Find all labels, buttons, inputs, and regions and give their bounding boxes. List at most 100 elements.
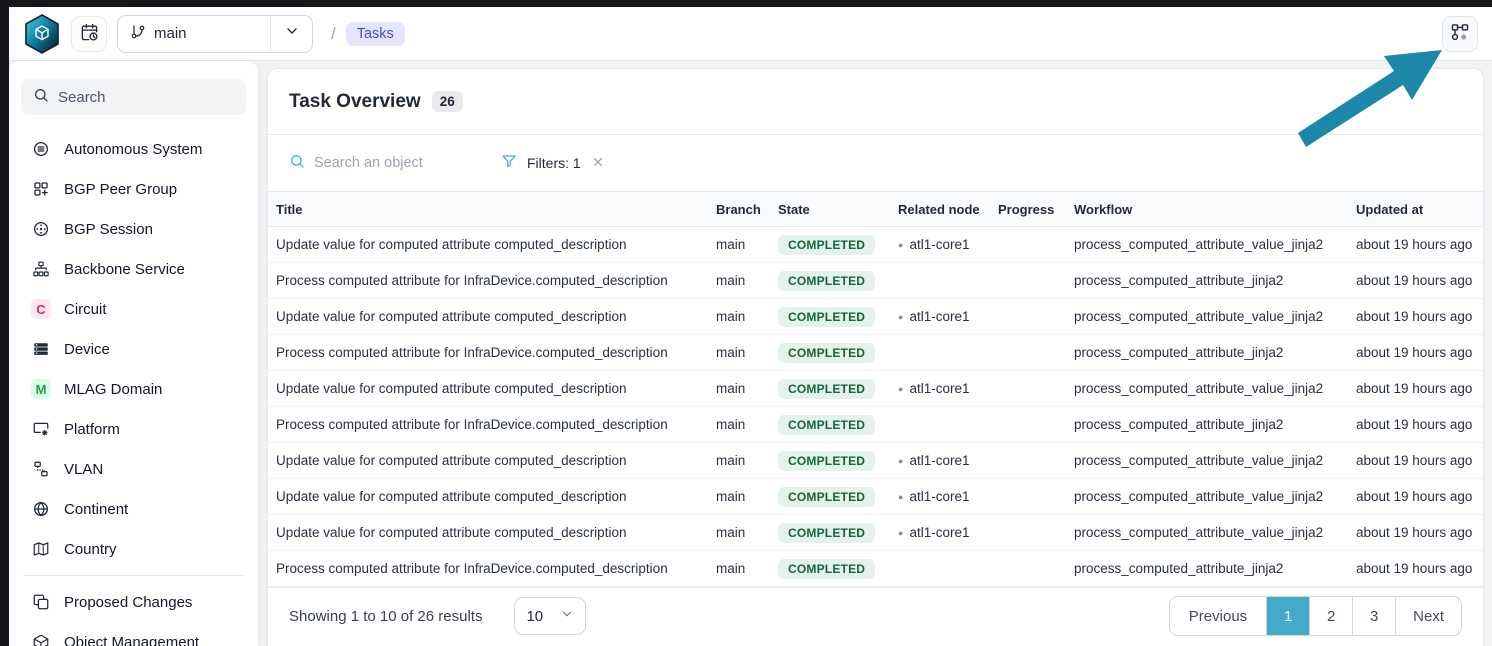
task-workflow: process_computed_attribute_jinja2: [1066, 407, 1348, 443]
branch-name: main: [154, 25, 187, 42]
filters-control[interactable]: Filters: 1: [501, 153, 605, 174]
branch-selector[interactable]: main: [117, 15, 313, 53]
topbar: main / Tasks: [9, 7, 1492, 61]
search-icon: [289, 153, 305, 174]
task-progress: [990, 227, 1066, 263]
task-title: Process computed attribute for InfraDevi…: [268, 551, 708, 587]
col-updated-at: Updated at: [1348, 192, 1483, 227]
sidebar-item-platform[interactable]: Platform: [21, 409, 246, 449]
task-workflow: process_computed_attribute_value_jinja2: [1066, 443, 1348, 479]
task-row[interactable]: Update value for computed attribute comp…: [268, 443, 1483, 479]
sidebar-item-object-management[interactable]: Object Management: [21, 622, 246, 646]
node-dot-icon: ●: [898, 312, 903, 322]
sidebar-search-input[interactable]: [58, 89, 257, 106]
schema-visualizer-icon: [1450, 22, 1470, 45]
page-size-select[interactable]: 10: [514, 597, 586, 635]
task-updated-at: about 19 hours ago: [1348, 227, 1483, 263]
sidebar: ⌘K Autonomous System BGP Peer Group BGP …: [9, 61, 258, 646]
task-title: Update value for computed attribute comp…: [268, 227, 708, 263]
task-progress: [990, 335, 1066, 371]
task-row[interactable]: Update value for computed attribute comp…: [268, 299, 1483, 335]
page-button-3[interactable]: 3: [1352, 597, 1395, 635]
schema-visualizer-button[interactable]: [1442, 16, 1478, 52]
task-updated-at: about 19 hours ago: [1348, 551, 1483, 587]
state-badge: COMPLETED: [778, 379, 875, 399]
task-table: Title Branch State Related node Progress…: [268, 191, 1483, 587]
task-workflow: process_computed_attribute_value_jinja2: [1066, 479, 1348, 515]
task-workflow: process_computed_attribute_value_jinja2: [1066, 515, 1348, 551]
search-icon: [33, 87, 49, 108]
object-search[interactable]: [289, 153, 501, 174]
sidebar-item-vlan[interactable]: VLAN: [21, 449, 246, 489]
sidebar-nav: Autonomous System BGP Peer Group BGP Ses…: [21, 129, 246, 569]
task-row[interactable]: Process computed attribute for InfraDevi…: [268, 263, 1483, 299]
page-button-1[interactable]: 1: [1266, 597, 1309, 635]
task-updated-at: about 19 hours ago: [1348, 407, 1483, 443]
pagination: Previous 1 2 3 Next: [1169, 596, 1462, 636]
task-row[interactable]: Update value for computed attribute comp…: [268, 515, 1483, 551]
task-row[interactable]: Process computed attribute for InfraDevi…: [268, 551, 1483, 587]
task-title: Update value for computed attribute comp…: [268, 443, 708, 479]
task-updated-at: about 19 hours ago: [1348, 479, 1483, 515]
task-row[interactable]: Update value for computed attribute comp…: [268, 227, 1483, 263]
col-state: State: [770, 192, 890, 227]
sidebar-item-mlag-domain[interactable]: M MLAG Domain: [21, 369, 246, 409]
autonomous-system-icon: [31, 139, 51, 159]
task-progress: [990, 479, 1066, 515]
sidebar-item-bgp-session[interactable]: BGP Session: [21, 209, 246, 249]
time-travel-button[interactable]: [71, 16, 107, 52]
object-search-input[interactable]: [314, 155, 464, 171]
sidebar-item-proposed-changes[interactable]: Proposed Changes: [21, 582, 246, 622]
task-row[interactable]: Process computed attribute for InfraDevi…: [268, 335, 1483, 371]
task-row[interactable]: Update value for computed attribute comp…: [268, 371, 1483, 407]
sidebar-item-circuit[interactable]: C Circuit: [21, 289, 246, 329]
sidebar-item-device[interactable]: Device: [21, 329, 246, 369]
task-branch: main: [708, 515, 770, 551]
task-title: Update value for computed attribute comp…: [268, 515, 708, 551]
sidebar-search[interactable]: ⌘K: [21, 79, 246, 115]
letter-c-icon: C: [31, 299, 51, 319]
sidebar-item-autonomous-system[interactable]: Autonomous System: [21, 129, 246, 169]
related-node: atl1-core1: [909, 237, 969, 252]
related-node: atl1-core1: [909, 489, 969, 504]
task-branch: main: [708, 371, 770, 407]
task-row[interactable]: Update value for computed attribute comp…: [268, 479, 1483, 515]
clear-filters-button[interactable]: [591, 155, 605, 172]
task-progress: [990, 407, 1066, 443]
state-badge: COMPLETED: [778, 415, 875, 435]
state-badge: COMPLETED: [778, 271, 875, 291]
previous-page-button[interactable]: Previous: [1170, 597, 1266, 635]
node-dot-icon: ●: [898, 240, 903, 250]
node-dot-icon: ●: [898, 384, 903, 394]
page-button-2[interactable]: 2: [1309, 597, 1352, 635]
related-node: atl1-core1: [909, 525, 969, 540]
sidebar-item-continent[interactable]: Continent: [21, 489, 246, 529]
sidebar-item-bgp-peer-group[interactable]: BGP Peer Group: [21, 169, 246, 209]
task-row[interactable]: Process computed attribute for InfraDevi…: [268, 407, 1483, 443]
sidebar-divider: [23, 575, 244, 576]
col-branch: Branch: [708, 192, 770, 227]
task-workflow: process_computed_attribute_jinja2: [1066, 335, 1348, 371]
task-progress: [990, 515, 1066, 551]
task-title: Update value for computed attribute comp…: [268, 299, 708, 335]
infrahub-logo: [23, 13, 61, 55]
next-page-button[interactable]: Next: [1395, 597, 1461, 635]
sidebar-item-backbone-service[interactable]: Backbone Service: [21, 249, 246, 289]
task-branch: main: [708, 299, 770, 335]
task-workflow: process_computed_attribute_jinja2: [1066, 263, 1348, 299]
task-progress: [990, 299, 1066, 335]
task-table-body: Update value for computed attribute comp…: [268, 227, 1483, 587]
task-branch: main: [708, 479, 770, 515]
task-workflow: process_computed_attribute_jinja2: [1066, 551, 1348, 587]
state-badge: COMPLETED: [778, 451, 875, 471]
node-dot-icon: ●: [898, 528, 903, 538]
col-workflow: Workflow: [1066, 192, 1348, 227]
task-branch: main: [708, 263, 770, 299]
sidebar-item-country[interactable]: Country: [21, 529, 246, 569]
state-badge: COMPLETED: [778, 343, 875, 363]
breadcrumb-tasks[interactable]: Tasks: [346, 22, 405, 46]
results-summary: Showing 1 to 10 of 26 results: [289, 608, 482, 625]
sidebar-footer-nav: Proposed Changes Object Management: [21, 582, 246, 646]
col-progress: Progress: [990, 192, 1066, 227]
col-related-node: Related node: [890, 192, 990, 227]
